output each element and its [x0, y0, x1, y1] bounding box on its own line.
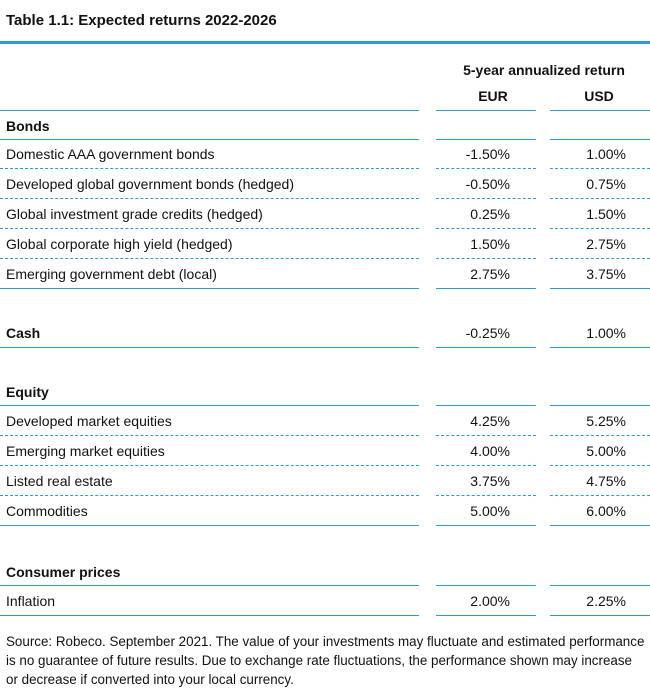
row-label: Developed market equities — [6, 413, 172, 429]
row-label: Global investment grade credits (hedged) — [6, 206, 263, 222]
table-title: Table 1.1: Expected returns 2022-2026 — [6, 12, 277, 29]
row-label: Developed global government bonds (hedge… — [6, 176, 294, 192]
row-divider — [0, 465, 419, 466]
section-end-rule — [550, 525, 650, 526]
row-divider — [0, 435, 419, 436]
row-divider — [550, 198, 650, 199]
section-label-cash: Cash — [6, 325, 41, 341]
row-label: Listed real estate — [6, 473, 113, 489]
cell-eur: -0.25% — [465, 325, 510, 341]
section-rule — [436, 585, 536, 586]
cell-eur: 2.75% — [470, 266, 510, 282]
section-rule — [0, 405, 419, 406]
row-divider — [0, 258, 419, 259]
cell-eur: 3.75% — [470, 473, 510, 489]
section-rule — [0, 139, 419, 140]
section-rule — [436, 139, 536, 140]
cell-usd: 2.25% — [586, 593, 626, 609]
section-end-rule — [550, 288, 650, 289]
section-rule — [550, 405, 650, 406]
section-end-rule — [436, 615, 536, 616]
cell-eur: -0.50% — [465, 176, 510, 192]
cell-usd: 4.75% — [586, 473, 626, 489]
cell-eur: 5.00% — [470, 503, 510, 519]
cell-usd: 1.50% — [586, 206, 626, 222]
cell-usd: 1.00% — [586, 325, 626, 341]
cell-eur: 4.00% — [470, 443, 510, 459]
row-label: Domestic AAA government bonds — [6, 146, 215, 162]
section-end-rule — [0, 615, 419, 616]
cell-usd: 3.75% — [586, 266, 626, 282]
cell-usd: 6.00% — [586, 503, 626, 519]
header-rule — [550, 110, 650, 111]
section-rule — [550, 585, 650, 586]
section-end-rule — [436, 525, 536, 526]
column-group-header: 5-year annualized return — [463, 62, 625, 78]
row-divider — [550, 258, 650, 259]
cell-eur: 4.25% — [470, 413, 510, 429]
section-rule — [436, 405, 536, 406]
section-label-bonds: Bonds — [6, 118, 50, 134]
title-rule — [0, 41, 650, 44]
cell-eur: -1.50% — [465, 146, 510, 162]
row-divider — [550, 495, 650, 496]
row-divider — [550, 435, 650, 436]
section-end-rule — [0, 288, 419, 289]
row-divider — [0, 168, 419, 169]
row-divider — [0, 495, 419, 496]
row-label: Emerging market equities — [6, 443, 165, 459]
header-rule — [436, 110, 536, 111]
cell-usd: 2.75% — [586, 236, 626, 252]
row-divider — [550, 465, 650, 466]
section-rule — [0, 585, 419, 586]
row-divider — [550, 168, 650, 169]
section-end-rule — [550, 615, 650, 616]
row-divider — [550, 228, 650, 229]
cell-eur: 1.50% — [470, 236, 510, 252]
cell-eur: 2.00% — [470, 593, 510, 609]
section-label-equity: Equity — [6, 384, 49, 400]
row-divider — [436, 435, 536, 436]
row-divider — [0, 228, 419, 229]
row-divider — [436, 198, 536, 199]
row-divider — [436, 465, 536, 466]
row-divider — [436, 228, 536, 229]
row-divider — [436, 258, 536, 259]
cell-eur: 0.25% — [470, 206, 510, 222]
row-label: Inflation — [6, 593, 56, 609]
section-end-rule — [436, 347, 536, 348]
row-divider — [0, 198, 419, 199]
cell-usd: 0.75% — [586, 176, 626, 192]
section-rule — [550, 139, 650, 140]
cell-usd: 1.00% — [586, 146, 626, 162]
row-divider — [436, 168, 536, 169]
row-label: Global corporate high yield (hedged) — [6, 236, 233, 252]
column-header-usd: USD — [584, 88, 614, 104]
cell-usd: 5.00% — [586, 443, 626, 459]
source-footnote: Source: Robeco. September 2021. The valu… — [6, 634, 645, 687]
section-end-rule — [550, 347, 650, 348]
section-end-rule — [0, 347, 419, 348]
row-label: Emerging government debt (local) — [6, 266, 217, 282]
header-rule — [0, 110, 419, 111]
row-divider — [436, 495, 536, 496]
row-label: Commodities — [6, 503, 88, 519]
cell-usd: 5.25% — [586, 413, 626, 429]
section-label-consumer-prices: Consumer prices — [6, 564, 121, 580]
column-header-eur: EUR — [478, 88, 508, 104]
section-end-rule — [436, 288, 536, 289]
section-end-rule — [0, 525, 419, 526]
